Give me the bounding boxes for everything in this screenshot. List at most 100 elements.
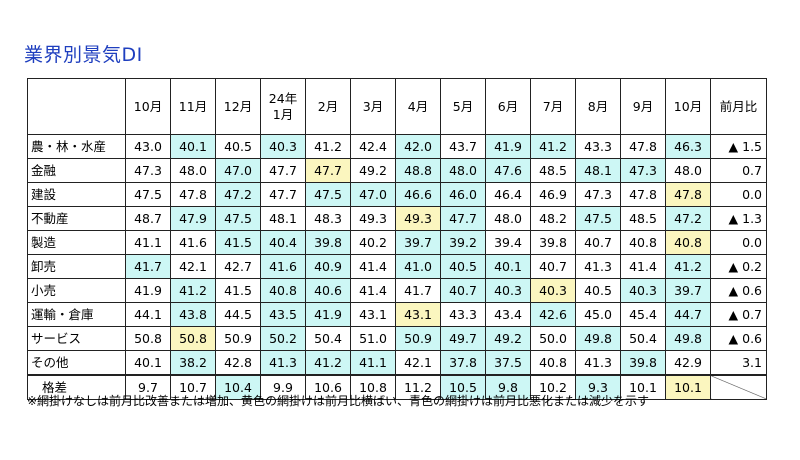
- di-value-cell: 40.3: [485, 278, 531, 303]
- gap-value-cell: 9.8: [485, 374, 531, 400]
- di-value-cell: 43.4: [485, 302, 531, 327]
- di-value-cell: 41.1: [350, 350, 396, 376]
- di-value-cell: 43.8: [170, 302, 216, 327]
- di-value-cell: 49.7: [440, 326, 486, 351]
- di-value-cell: 39.7: [665, 278, 711, 303]
- di-value-cell: 50.8: [125, 326, 171, 351]
- gap-row: 格差 9.7 10.7 10.4 9.9 10.6 10.8 11.2 10.5 9.8 10.2 9…: [27, 374, 767, 400]
- di-value-cell: 47.7: [260, 182, 306, 207]
- di-value-cell: 41.2: [665, 254, 711, 279]
- di-value-cell: 40.4: [260, 230, 306, 255]
- di-value-cell: 41.4: [620, 254, 666, 279]
- di-value-cell: 40.7: [530, 254, 576, 279]
- table-row: 金融 47.3 48.0 47.0 47.7 47.7 49.2 48.8 48.0 47.6 48…: [27, 158, 767, 183]
- di-value-cell: 47.5: [125, 182, 171, 207]
- di-value-cell: 40.2: [350, 230, 396, 255]
- gap-value-cell: 10.8: [350, 374, 396, 400]
- di-value-cell: 40.7: [575, 230, 621, 255]
- column-header: 7月: [530, 78, 576, 135]
- table-row: 建設 47.5 47.8 47.2 47.7 47.5 47.0 46.6 46.0 46.4 46…: [27, 182, 767, 207]
- di-value-cell: 46.9: [530, 182, 576, 207]
- di-value-cell: 40.1: [170, 134, 216, 159]
- di-value-cell: 46.6: [395, 182, 441, 207]
- column-header: 4月: [395, 78, 441, 135]
- footnote: ※網掛けなしは前月比改善または増加、黄色の網掛けは前月比横ばい、青色の網掛けは前…: [27, 394, 650, 408]
- di-value-cell: 48.3: [305, 206, 351, 231]
- di-value-cell: 39.8: [305, 230, 351, 255]
- di-value-cell: 41.6: [170, 230, 216, 255]
- di-value-cell: 45.0: [575, 302, 621, 327]
- di-value-cell: 40.5: [575, 278, 621, 303]
- di-value-cell: 50.8: [170, 326, 216, 351]
- di-value-cell: 41.2: [305, 134, 351, 159]
- di-value-cell: 41.5: [215, 230, 261, 255]
- di-value-cell: 41.4: [350, 254, 396, 279]
- di-value-cell: 44.7: [665, 302, 711, 327]
- di-value-cell: 37.8: [440, 350, 486, 376]
- table-row: 運輸・倉庫 44.1 43.8 44.5 43.5 41.9 43.1 43.1 43.3 43.…: [27, 302, 767, 327]
- di-value-cell: 40.1: [125, 350, 171, 376]
- di-value-cell: 46.3: [665, 134, 711, 159]
- di-value-cell: 47.3: [125, 158, 171, 183]
- di-value-cell: 50.2: [260, 326, 306, 351]
- column-header: 5月: [440, 78, 486, 135]
- gap-value-cell: 10.2: [530, 374, 576, 400]
- di-value-cell: 41.7: [125, 254, 171, 279]
- column-header: 10月: [665, 78, 711, 135]
- table-row: 卸売 41.7 42.1 42.7 41.6 40.9 41.4 41.0 40.5 40.1 40…: [27, 254, 767, 279]
- di-value-cell: 50.9: [215, 326, 261, 351]
- month-over-month-cell: ▲ 1.3: [710, 206, 767, 231]
- di-value-cell: 47.0: [215, 158, 261, 183]
- di-value-cell: 40.7: [440, 278, 486, 303]
- di-value-cell: 41.9: [305, 302, 351, 327]
- page-title: 業界別景気DI: [24, 44, 143, 66]
- di-value-cell: 48.8: [395, 158, 441, 183]
- gap-value-cell: 11.2: [395, 374, 441, 400]
- gap-value-cell: 10.4: [215, 374, 261, 400]
- di-value-cell: 44.5: [215, 302, 261, 327]
- di-value-cell: 47.7: [260, 158, 306, 183]
- di-value-cell: 41.9: [125, 278, 171, 303]
- di-value-cell: 49.3: [350, 206, 396, 231]
- di-value-cell: 47.3: [575, 182, 621, 207]
- industry-label: 卸売: [27, 254, 126, 279]
- di-value-cell: 48.0: [485, 206, 531, 231]
- di-value-cell: 50.4: [620, 326, 666, 351]
- di-value-cell: 41.2: [170, 278, 216, 303]
- table-row: 製造 41.1 41.6 41.5 40.4 39.8 40.2 39.7 39.2 39.4 39…: [27, 230, 767, 255]
- month-over-month-cell: ▲ 0.6: [710, 278, 767, 303]
- column-header: 9月: [620, 78, 666, 135]
- gap-value-cell: 9.9: [260, 374, 306, 400]
- di-value-cell: 41.5: [215, 278, 261, 303]
- di-value-cell: 41.2: [305, 350, 351, 376]
- di-value-cell: 43.3: [440, 302, 486, 327]
- di-value-cell: 46.0: [440, 182, 486, 207]
- empty-diagonal-cell: [710, 374, 767, 400]
- di-value-cell: 49.2: [485, 326, 531, 351]
- industry-label: サービス: [27, 326, 126, 351]
- di-value-cell: 48.7: [125, 206, 171, 231]
- di-value-cell: 47.5: [575, 206, 621, 231]
- di-value-cell: 41.1: [125, 230, 171, 255]
- di-value-cell: 40.8: [260, 278, 306, 303]
- table-row: 不動産 48.7 47.9 47.5 48.1 48.3 49.3 49.3 47.7 48.0 4…: [27, 206, 767, 231]
- di-value-cell: 48.0: [665, 158, 711, 183]
- di-value-cell: 47.8: [620, 182, 666, 207]
- di-value-cell: 47.7: [440, 206, 486, 231]
- di-value-cell: 39.7: [395, 230, 441, 255]
- month-over-month-cell: ▲ 0.6: [710, 326, 767, 351]
- month-over-month-cell: 0.0: [710, 182, 767, 207]
- column-header: 2月: [305, 78, 351, 135]
- di-value-cell: 44.1: [125, 302, 171, 327]
- di-value-cell: 43.1: [350, 302, 396, 327]
- di-value-cell: 47.5: [215, 206, 261, 231]
- di-value-cell: 51.0: [350, 326, 396, 351]
- di-value-cell: 43.1: [395, 302, 441, 327]
- di-value-cell: 37.5: [485, 350, 531, 376]
- month-over-month-cell: ▲ 1.5: [710, 134, 767, 159]
- gap-value-cell: 9.7: [125, 374, 171, 400]
- di-value-cell: 40.8: [665, 230, 711, 255]
- di-value-cell: 39.2: [440, 230, 486, 255]
- di-value-cell: 42.1: [395, 350, 441, 376]
- month-over-month-cell: 0.0: [710, 230, 767, 255]
